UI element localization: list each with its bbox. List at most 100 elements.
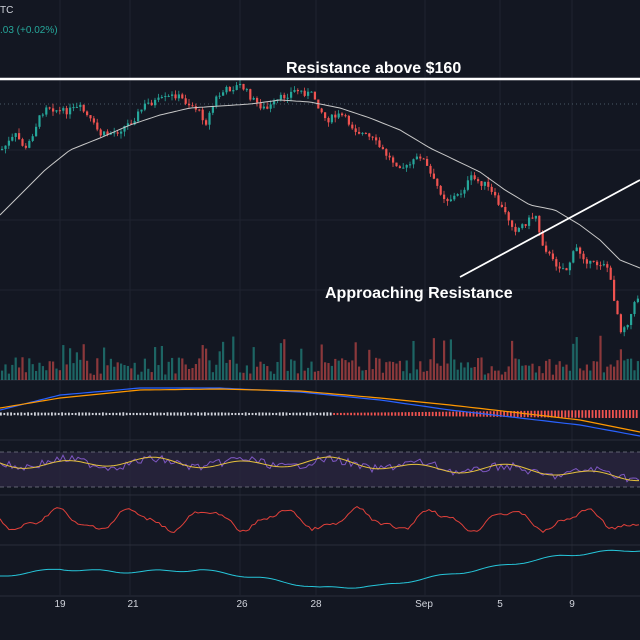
volume-bar <box>473 366 476 380</box>
candle-body <box>460 193 463 195</box>
volume-bar <box>205 348 208 380</box>
macd-histogram-bar <box>37 412 40 416</box>
candle-body <box>381 147 384 150</box>
trend-pane <box>0 549 640 589</box>
volume-bar <box>514 358 517 380</box>
candle-body <box>473 175 476 180</box>
candle-body <box>14 133 17 137</box>
macd-histogram-bar <box>268 412 271 416</box>
candle-body <box>293 90 296 92</box>
macd-histogram-bar <box>370 412 373 416</box>
volume-bar <box>215 364 218 380</box>
candle-body <box>341 113 344 116</box>
volume-bar <box>497 370 500 380</box>
candle-body <box>177 94 180 99</box>
volume-bar <box>266 366 269 380</box>
volume-bar <box>524 365 527 380</box>
volume-bar <box>41 366 44 380</box>
volume-bar <box>252 347 255 380</box>
volume-bar <box>160 345 163 380</box>
macd-histogram-bar <box>312 412 315 416</box>
volume-bar <box>317 370 320 380</box>
candle-body <box>358 131 361 134</box>
candle-body <box>106 131 109 135</box>
volume-bar <box>184 364 187 380</box>
volume-bar <box>551 374 554 380</box>
macd-histogram-bar <box>591 410 594 418</box>
macd-histogram-bar <box>20 412 23 416</box>
volume-bar <box>585 364 588 380</box>
macd-histogram-bar <box>166 412 169 416</box>
macd-histogram-bar <box>557 410 560 418</box>
candle-body <box>256 97 259 103</box>
macd-histogram-bar <box>452 411 454 417</box>
macd-histogram-bar <box>425 411 427 417</box>
macd-histogram-bar <box>23 412 26 416</box>
macd-histogram-bar <box>163 412 165 416</box>
macd-histogram-bar <box>374 412 376 416</box>
grid-lines <box>0 0 640 595</box>
volume-bar <box>432 338 435 380</box>
annotation-approaching-label: Approaching Resistance <box>325 285 513 302</box>
macd-histogram-bar <box>510 411 512 417</box>
macd-histogram-bar <box>394 412 397 416</box>
volume-bars <box>1 335 639 380</box>
volume-bar <box>259 361 262 380</box>
volume-bar <box>167 361 170 380</box>
candle-body <box>623 327 626 333</box>
macd-histogram-bar <box>578 410 580 418</box>
time-axis: 19 21 26 28 Sep 5 9 <box>0 595 640 610</box>
macd-histogram-bar <box>6 412 9 416</box>
macd-histogram-bar <box>136 412 138 416</box>
macd-histogram-bar <box>336 412 339 416</box>
candle-body <box>361 132 364 134</box>
volume-bar <box>239 372 242 380</box>
candle-body <box>351 124 354 129</box>
volume-bar <box>415 369 418 380</box>
macd-histogram-bar <box>173 412 176 416</box>
candle-body <box>517 227 520 232</box>
oscillator-line <box>0 505 640 534</box>
macd-histogram-bar <box>612 410 614 418</box>
volume-bar <box>443 340 446 380</box>
volume-bar <box>235 363 238 380</box>
volume-bar <box>89 373 92 380</box>
volume-bar <box>477 358 480 380</box>
trend-line <box>0 549 640 589</box>
macd-histogram-bar <box>159 412 162 416</box>
volume-bar <box>436 363 439 380</box>
volume-bar <box>201 345 204 380</box>
macd-histogram-bar <box>360 412 363 416</box>
candle-body <box>555 259 558 267</box>
macd-histogram-bar <box>608 410 611 418</box>
macd-histogram-bar <box>404 412 407 416</box>
macd-histogram-bar <box>234 412 237 416</box>
macd-histogram-bar <box>459 411 461 417</box>
macd-histogram-bar <box>265 412 267 416</box>
candle-body <box>120 131 123 134</box>
macd-histogram-bar <box>299 412 301 416</box>
candle-body <box>480 181 483 186</box>
candle-body <box>429 165 432 174</box>
x-tick-label: 21 <box>127 599 139 610</box>
macd-histogram-bar <box>221 412 223 416</box>
macd-histogram-bar <box>421 411 424 417</box>
volume-bar <box>613 366 616 380</box>
macd-histogram-bar <box>561 410 563 418</box>
candle-body <box>609 267 612 280</box>
volume-bar <box>286 370 289 380</box>
volume-bar <box>623 360 626 380</box>
candle-body <box>310 91 313 93</box>
macd-histogram-bar <box>51 412 53 416</box>
volume-bar <box>225 362 228 380</box>
candle-body <box>368 133 371 137</box>
macd-histogram-bar <box>278 412 281 416</box>
candle-body <box>589 260 592 264</box>
macd-histogram-bar <box>380 412 383 416</box>
rsi-ma-line <box>0 456 639 482</box>
volume-bar <box>211 372 214 380</box>
volume-bar <box>92 374 95 380</box>
candle-body <box>436 178 439 186</box>
moving-average-line <box>0 99 640 269</box>
